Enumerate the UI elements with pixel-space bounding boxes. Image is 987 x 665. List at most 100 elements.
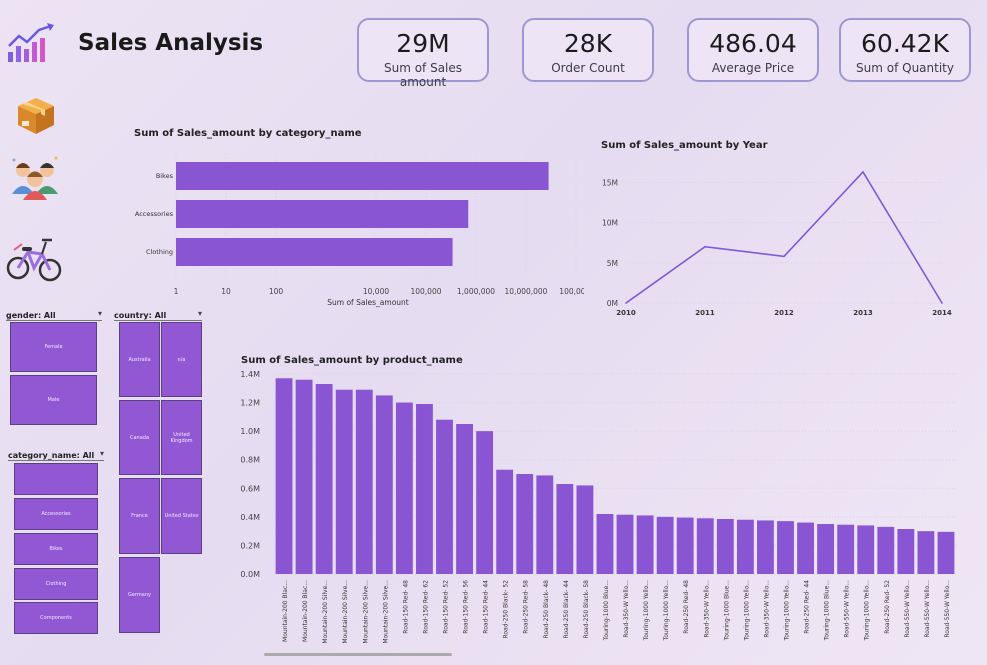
- slicer-tile-united-kingdom[interactable]: United Kingdom: [161, 400, 202, 475]
- x-tick-label: Road-550-W Yello...: [844, 580, 851, 638]
- bar: [355, 389, 373, 574]
- x-tick-label: 100: [269, 287, 284, 296]
- y-tick-label: 0.8M: [240, 456, 260, 465]
- slicer-tile-australia[interactable]: Australia: [119, 322, 160, 397]
- slicer-tile-clothing[interactable]: Clothing: [14, 568, 98, 600]
- y-tick-label: 5M: [607, 259, 618, 268]
- y-tick-label: 0.4M: [240, 513, 260, 522]
- x-tick-label: Mountain-200 Silve...: [322, 580, 329, 644]
- y-category-label: Accessories: [135, 210, 174, 218]
- slicer-tile-blank[interactable]: [14, 463, 98, 495]
- x-tick-label: Touring-1000 Blue...: [723, 580, 730, 641]
- slicer-tile-male[interactable]: Male: [10, 375, 97, 425]
- bar: [295, 379, 313, 574]
- bicycle-icon: [6, 238, 62, 282]
- x-tick-label: Road-150 Red- 44: [483, 580, 490, 634]
- slicer-tile-accessories[interactable]: Accessories: [14, 498, 98, 530]
- y-tick-label: 10M: [602, 219, 618, 228]
- nav-bikes[interactable]: [6, 230, 62, 284]
- x-tick-label: 1,000,000: [457, 287, 495, 296]
- y-tick-label: 0M: [607, 299, 618, 308]
- bar: [857, 525, 875, 574]
- x-tick-label: Road-350-W Yello...: [703, 580, 710, 638]
- x-tick-label: Road-250 Red- 48: [683, 580, 690, 634]
- kpi-label: Sum of Quantity: [856, 61, 954, 75]
- nav-products[interactable]: [14, 94, 58, 138]
- data-point: [704, 245, 706, 248]
- slicer-tile-germany[interactable]: Germany: [119, 557, 160, 633]
- slicer-tile-bikes[interactable]: Bikes: [14, 533, 98, 565]
- y-tick-label: 15M: [602, 178, 618, 187]
- kpi-card-price[interactable]: 486.04 Average Price: [687, 18, 819, 82]
- kpi-value: 60.42K: [861, 29, 949, 58]
- bar: [395, 402, 413, 574]
- x-tick-label: 10: [221, 287, 231, 296]
- data-point: [862, 171, 864, 173]
- x-tick-label: 2010: [616, 309, 636, 317]
- kpi-label: Sum of Sales amount: [383, 61, 463, 89]
- bar: [375, 395, 393, 574]
- x-tick-label: Touring-1000 Yello...: [743, 580, 750, 641]
- kpi-value: 29M: [396, 29, 450, 58]
- nav-customers[interactable]: [8, 152, 62, 202]
- category-slicer-header[interactable]: category_name: All ▾: [8, 449, 104, 460]
- x-tick-label: Road-250 Red- 52: [884, 580, 891, 634]
- bar: [416, 404, 433, 574]
- bar: [716, 519, 734, 574]
- bar: [676, 517, 694, 574]
- y-tick-label: 1.2M: [240, 399, 260, 408]
- bar: [696, 518, 714, 574]
- slicer-tile-united-states[interactable]: United States: [161, 478, 202, 554]
- country-slicer-header[interactable]: country: All ▾: [114, 309, 202, 320]
- bar: [456, 424, 473, 574]
- x-tick-label: Touring-1000 Yello...: [864, 580, 871, 641]
- slicer-tile-na[interactable]: n/a: [161, 322, 202, 397]
- slicer-tile-components[interactable]: Components: [14, 602, 98, 634]
- y-tick-label: 0.2M: [240, 541, 260, 550]
- x-tick-label: Road-350-W Yello...: [623, 580, 630, 638]
- bar: [496, 469, 514, 574]
- x-tick-label: Road-150 Red- 56: [463, 580, 470, 634]
- x-tick-label: Touring-1000 Yello...: [784, 580, 791, 641]
- slicer-tile-canada[interactable]: Canada: [119, 400, 160, 475]
- x-tick-label: Road-250 Black- 48: [543, 580, 550, 639]
- category-chart-title: Sum of Sales_amount by category_name: [134, 128, 362, 139]
- gender-slicer-label: gender: All: [6, 311, 56, 320]
- kpi-card-sales[interactable]: 29M Sum of Sales amount: [357, 18, 489, 89]
- y-category-label: Bikes: [156, 172, 174, 180]
- bar: [596, 514, 614, 574]
- year-line-chart: 0M 5M 10M 15M 2010 2011 2012 2013 2014: [602, 170, 952, 317]
- x-tick-label: Road-250 Black- 44: [563, 580, 570, 639]
- kpi-card-orders[interactable]: 28K Order Count: [522, 18, 654, 82]
- page-title: Sales Analysis: [78, 30, 264, 56]
- bar: [536, 475, 554, 574]
- bar: [757, 520, 774, 574]
- x-tick-label: 2012: [774, 309, 794, 317]
- bar: [837, 524, 855, 574]
- category-slicer-label: category_name: All: [8, 451, 95, 460]
- category-bar-chart: 1 10 100 10,000 100,000 1,000,000 10,000,000 10…: [135, 154, 584, 307]
- x-tick-label: Road-150 Red- 52: [443, 580, 450, 634]
- kpi-card-quantity[interactable]: 60.42K Sum of Quantity: [839, 18, 971, 82]
- x-tick-label: 1: [174, 287, 179, 296]
- gender-slicer-header[interactable]: gender: All ▾: [6, 309, 102, 320]
- x-tick-label: Road-550-W Yello...: [924, 580, 931, 638]
- bar: [436, 419, 453, 574]
- slicer-tile-france[interactable]: France: [119, 478, 160, 554]
- kpi-label: Average Price: [711, 61, 795, 75]
- bar: [176, 238, 453, 266]
- data-point: [625, 302, 627, 304]
- slicer-tile-female[interactable]: Female: [10, 322, 97, 372]
- horizontal-scrollbar[interactable]: [264, 653, 452, 656]
- bar: [797, 522, 814, 574]
- y-tick-label: 0.6M: [240, 484, 260, 493]
- x-tick-label: Road-250 Black- 58: [583, 580, 590, 639]
- x-tick-label: 10,000: [363, 287, 389, 296]
- bar: [476, 431, 494, 574]
- x-tick-label: 2014: [932, 309, 952, 317]
- year-chart-title: Sum of Sales_amount by Year: [601, 140, 768, 151]
- bar: [576, 485, 594, 574]
- bar: [877, 526, 895, 574]
- x-tick-label: Road-550-W Yello...: [904, 580, 911, 638]
- bar: [616, 514, 634, 574]
